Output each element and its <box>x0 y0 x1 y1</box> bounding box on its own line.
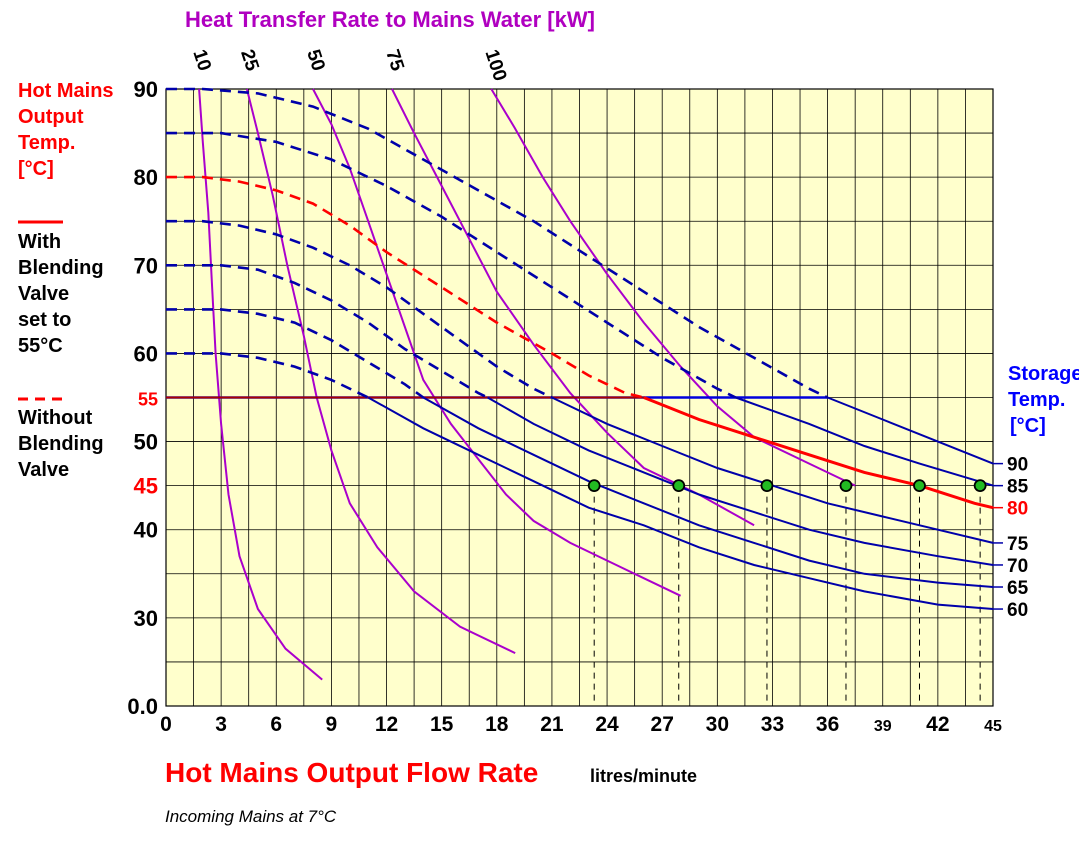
x-tick-label: 15 <box>430 713 454 736</box>
legend-solid-label: Blending <box>18 257 104 279</box>
y-axis-title-line: [°C] <box>18 158 54 180</box>
legend-solid-label: set to <box>18 309 71 331</box>
kw-curve-label-50: 50 <box>302 47 329 74</box>
operating-point <box>587 479 601 493</box>
x-tick-label: 45 <box>984 718 1002 735</box>
legend-dashed-label: Valve <box>18 459 69 481</box>
series-label-70: 70 <box>1007 556 1028 577</box>
x-tick-label: 42 <box>926 713 949 736</box>
x-tick-label: 39 <box>874 718 892 735</box>
x-tick-label: 3 <box>215 713 227 736</box>
y-tick-label: 0.0 <box>127 694 158 719</box>
legend-solid-label: With <box>18 231 61 253</box>
plot-area: 0 3 6 9 12 15 18 21 24 27 30 33 36 39 42 45908070605550… <box>127 47 1028 736</box>
x-tick-label: 21 <box>540 713 564 736</box>
legend-solid-label: 55°C <box>18 335 63 357</box>
kw-curve-label-10: 10 <box>188 47 215 74</box>
y-tick-label: 70 <box>134 253 158 278</box>
y-tick-label: 30 <box>134 606 158 631</box>
legend-dashed-label: Blending <box>18 433 104 455</box>
x-tick-label: 9 <box>326 713 338 736</box>
x-tick-label: 33 <box>761 713 784 736</box>
operating-point <box>760 479 774 493</box>
operating-point <box>913 479 926 493</box>
storage-series-65-solid <box>422 396 994 588</box>
series-label-80: 80 <box>1007 499 1028 520</box>
footnote: Incoming Mains at 7°C <box>165 807 337 826</box>
y-axis-title: Hot Mains Output Temp. [°C] <box>18 80 114 180</box>
storage-axis-title-line: Storage <box>1008 363 1079 385</box>
storage-axis-title-line: Temp. <box>1008 389 1065 411</box>
series-label-75: 75 <box>1007 534 1029 555</box>
kw-curve-label-75: 75 <box>381 47 408 74</box>
storage-series-70-dashed <box>166 264 489 399</box>
series-label-90: 90 <box>1007 455 1028 476</box>
storage-series-90-solid <box>827 396 994 465</box>
x-tick-label: 27 <box>651 713 674 736</box>
y-axis-title-line: Temp. <box>18 132 75 154</box>
storage-axis-title-line: [°C] <box>1010 415 1046 437</box>
series-label-65: 65 <box>1007 578 1029 599</box>
x-tick-label: 24 <box>595 713 619 736</box>
storage-series-85-dashed <box>166 131 737 399</box>
storage-axis-title: Storage Temp. [°C] <box>1008 363 1079 437</box>
storage-series-65-dashed <box>166 308 425 399</box>
operating-point <box>672 479 686 493</box>
x-tick-label: 6 <box>270 713 282 736</box>
storage-series-90-dashed <box>166 87 829 399</box>
kw-curve-10 <box>198 88 323 681</box>
legend: With Blending Valve set to 55°C Without … <box>18 220 104 481</box>
storage-series-85-solid <box>735 396 994 487</box>
y-tick-label: 60 <box>134 341 158 366</box>
kw-curve-25 <box>245 88 516 655</box>
x-axis-title: Hot Mains Output Flow Rate <box>165 757 538 788</box>
series-label-60: 60 <box>1007 600 1028 621</box>
y-tick-label: 90 <box>134 77 158 102</box>
storage-series-60-solid <box>367 396 994 610</box>
y-tick-label: 55 <box>138 390 158 410</box>
y-axis-title-line: Hot Mains <box>18 80 114 102</box>
y-tick-label: 45 <box>134 474 158 499</box>
x-tick-label: 30 <box>706 713 729 736</box>
legend-solid-label: Valve <box>18 283 69 305</box>
x-tick-label: 36 <box>816 713 839 736</box>
storage-series-60-dashed <box>166 352 369 399</box>
x-tick-label: 18 <box>485 713 509 736</box>
kw-curve-label-100: 100 <box>481 47 511 84</box>
y-tick-label: 80 <box>134 165 158 190</box>
x-axis-unit: litres/minute <box>590 766 697 786</box>
chart-title: Heat Transfer Rate to Mains Water [kW] <box>185 7 595 32</box>
x-tick-label: 0 <box>160 713 172 736</box>
legend-dashed-label: Without <box>18 407 93 429</box>
kw-curve-50 <box>312 88 682 597</box>
storage-series-80-dashed <box>166 175 645 399</box>
operating-point <box>839 479 853 493</box>
kw-curve-label-25: 25 <box>236 47 263 74</box>
y-tick-label: 50 <box>134 430 158 455</box>
operating-point <box>973 479 987 493</box>
y-axis-title-line: Output <box>18 106 84 128</box>
storage-series-80-solid <box>643 396 994 510</box>
x-tick-label: 12 <box>375 713 398 736</box>
y-tick-label: 40 <box>134 518 158 543</box>
kw-curve-100 <box>490 88 856 487</box>
storage-series-70-solid <box>487 396 994 566</box>
kw-curve-75 <box>391 88 755 527</box>
series-label-85: 85 <box>1007 477 1029 498</box>
